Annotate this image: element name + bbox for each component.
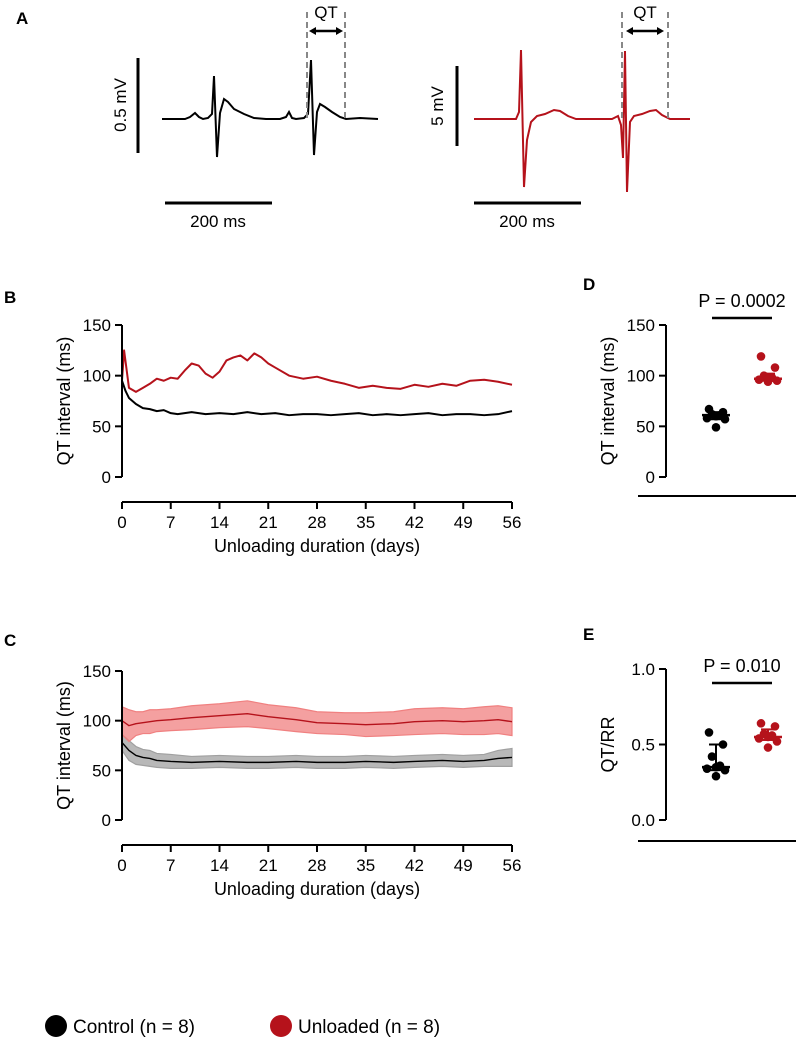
y-tick-label: 1.0 — [631, 660, 655, 679]
y-tick-label: 50 — [92, 417, 111, 436]
data-point-unloaded — [772, 737, 782, 746]
x-tick-label: 7 — [166, 856, 175, 875]
x-tick-label: 0 — [117, 856, 126, 875]
legend-marker-control — [45, 1015, 67, 1037]
x-tick-label: 28 — [308, 513, 327, 532]
x-tick-label: 14 — [210, 856, 229, 875]
y-axis-title: QT interval (ms) — [54, 337, 74, 466]
x-tick-label: 35 — [356, 513, 375, 532]
y-tick-label: 0 — [646, 468, 655, 487]
y-tick-label: 50 — [636, 417, 655, 436]
x-tick-label: 56 — [503, 856, 522, 875]
panel-label-a: A — [16, 9, 28, 28]
x-tick-label: 21 — [259, 513, 278, 532]
series-line-control — [121, 742, 513, 764]
data-point-unloaded — [770, 363, 780, 372]
y-tick-label: 50 — [92, 761, 111, 780]
data-point-control — [718, 740, 728, 749]
qt-arrowheads-left — [309, 27, 343, 35]
chart-b-qt-timecourse: 0 50 100 150 0 7 14 21 28 35 42 49 56 Unloading durat… — [54, 316, 521, 556]
p-value-label: P = 0.010 — [703, 656, 780, 676]
legend-label-control: Control (n = 8) — [73, 1017, 195, 1038]
y-axis-title: QT/RR — [598, 717, 618, 773]
data-point-unloaded — [754, 734, 764, 743]
data-point-control — [720, 414, 730, 424]
y-tick-label: 150 — [83, 662, 111, 681]
x-axis-title: Unloading duration (days) — [214, 536, 420, 556]
data-point-control — [720, 765, 730, 775]
x-tick-label: 56 — [503, 513, 522, 532]
legend-marker-unloaded — [270, 1015, 292, 1037]
data-point-control — [702, 764, 712, 773]
data-point-control — [707, 752, 717, 761]
data-point-unloaded — [756, 352, 766, 361]
chart-e-qtrr-scatter: 0.0 0.5 1.0 QT/RR P = 0.010 — [598, 656, 796, 842]
data-point-unloaded — [763, 377, 773, 387]
x-axis-title: Unloading duration (days) — [214, 879, 420, 899]
y-tick-label: 100 — [83, 367, 111, 386]
x-tick-label: 42 — [405, 513, 424, 532]
data-point-control — [711, 771, 721, 781]
legend-label-unloaded: Unloaded (n = 8) — [298, 1017, 440, 1038]
x-tick-label: 14 — [210, 513, 229, 532]
series-line-unloaded — [121, 713, 513, 727]
chart-c-qt-mean-sd: 0 50 100 150 0 7 14 21 28 35 42 49 56 Unloading durat… — [54, 662, 521, 899]
data-point-control — [704, 728, 714, 737]
time-scale-label-right: 200 ms — [499, 212, 555, 231]
x-tick-label: 7 — [166, 513, 175, 532]
voltage-scale-label-left: 0.5 mV — [111, 77, 130, 132]
data-point-unloaded — [763, 743, 773, 752]
panel-label-e: E — [583, 625, 594, 644]
y-tick-label: 0 — [102, 468, 111, 487]
x-tick-label: 35 — [356, 856, 375, 875]
qt-label-right: QT — [633, 3, 657, 22]
y-tick-label: 0 — [102, 811, 111, 830]
voltage-scale-label-right: 5 mV — [428, 86, 447, 126]
y-axis-title: QT interval (ms) — [598, 337, 618, 466]
data-point-control — [711, 762, 721, 772]
y-tick-label: 0.0 — [631, 811, 655, 830]
data-point-unloaded — [772, 376, 782, 386]
series-line-control — [121, 380, 513, 417]
time-scale-label-left: 200 ms — [190, 212, 246, 231]
y-tick-label: 150 — [627, 316, 655, 335]
y-tick-label: 0.5 — [631, 736, 655, 755]
x-tick-label: 42 — [405, 856, 424, 875]
x-tick-label: 28 — [308, 856, 327, 875]
series-line-unloaded — [121, 349, 513, 393]
sd-band-control — [121, 733, 513, 769]
data-point-control — [711, 423, 721, 432]
y-tick-label: 100 — [83, 712, 111, 731]
data-point-unloaded — [754, 375, 764, 385]
data-point-control — [702, 413, 712, 423]
x-tick-label: 0 — [117, 513, 126, 532]
x-tick-label: 49 — [454, 856, 473, 875]
y-axis-title: QT interval (ms) — [54, 681, 74, 810]
data-point-control — [711, 411, 721, 421]
y-tick-label: 100 — [627, 367, 655, 386]
panel-label-b: B — [4, 288, 16, 307]
data-point-unloaded — [763, 732, 773, 742]
data-point-unloaded — [770, 722, 780, 731]
chart-d-qt-scatter: 0 50 100 150 QT interval (ms) P = 0.0002 — [598, 291, 796, 497]
p-value-label: P = 0.0002 — [698, 291, 785, 311]
panel-label-d: D — [583, 275, 595, 294]
ecg-trace-unloaded — [474, 49, 690, 193]
panel-label-c: C — [4, 631, 16, 650]
qt-label-left: QT — [314, 3, 338, 22]
ecg-trace-control — [162, 59, 379, 158]
sd-band-unloaded — [121, 700, 513, 743]
data-point-unloaded — [756, 719, 766, 728]
x-tick-label: 21 — [259, 856, 278, 875]
x-tick-label: 49 — [454, 513, 473, 532]
y-tick-label: 150 — [83, 316, 111, 335]
